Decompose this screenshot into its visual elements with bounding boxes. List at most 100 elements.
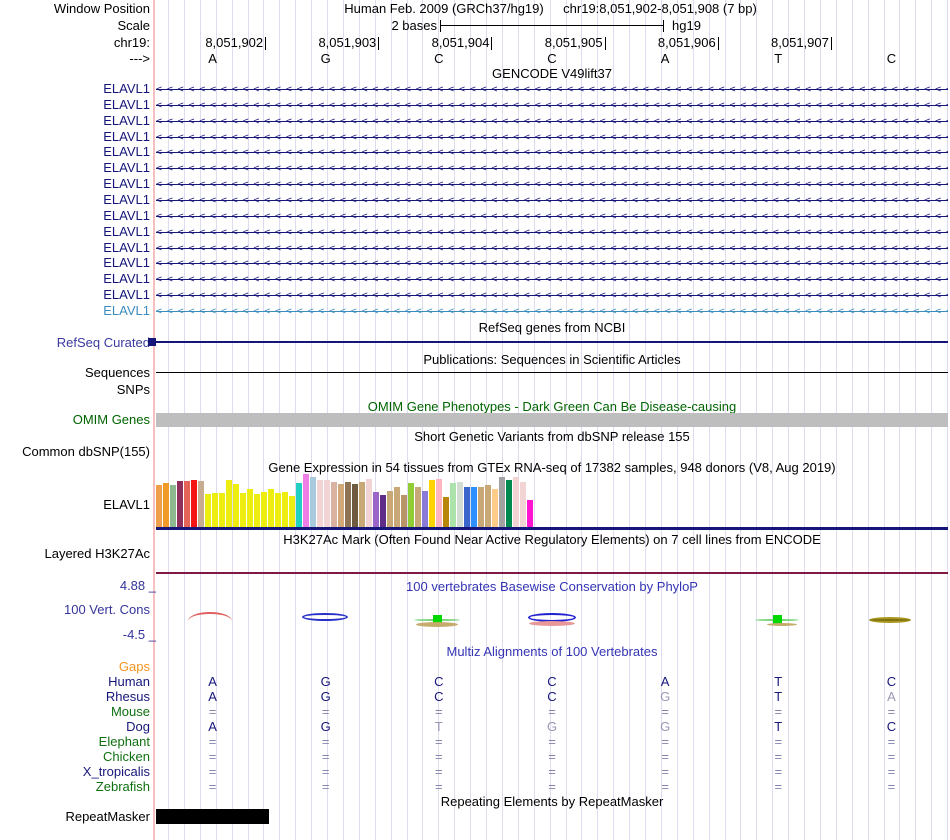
track-title-omim[interactable]: OMIM Gene Phenotypes - Dark Green Can Be… xyxy=(367,399,737,414)
refseq-curated-item[interactable] xyxy=(156,341,948,343)
gene-transcript-row[interactable]: <<<<<<<<<<<<<<<<<<<<<<<<<<<<<<<<<<<<<<<<… xyxy=(156,99,948,111)
track-title-multiz[interactable]: Multiz Alignments of 100 Vertebrates xyxy=(446,644,658,659)
species-label[interactable]: Mouse xyxy=(110,704,150,719)
track-title-refseq[interactable]: RefSeq genes from NCBI xyxy=(478,320,626,335)
conservation-glyph xyxy=(416,621,458,627)
track-label-dbsnp[interactable]: Common dbSNP(155) xyxy=(22,444,150,459)
alignment-base: = xyxy=(661,734,669,749)
alignment-base: = xyxy=(887,749,896,764)
gene-transcript-row[interactable]: <<<<<<<<<<<<<<<<<<<<<<<<<<<<<<<<<<<<<<<<… xyxy=(156,210,948,222)
gtex-bar xyxy=(492,489,498,527)
gtex-bar xyxy=(331,482,337,527)
track-label-snps[interactable]: SNPs xyxy=(116,382,150,397)
h3k27ac-baseline[interactable] xyxy=(156,572,948,574)
gtex-bar xyxy=(394,487,400,527)
track-label-gtex-gene[interactable]: ELAVL1 xyxy=(103,497,150,512)
alignment-base: A xyxy=(208,674,217,689)
alignment-base: C xyxy=(547,674,557,689)
gtex-bar xyxy=(429,480,435,527)
track-label-repeatmasker[interactable]: RepeatMasker xyxy=(65,809,150,824)
gene-transcript-row[interactable]: <<<<<<<<<<<<<<<<<<<<<<<<<<<<<<<<<<<<<<<<… xyxy=(156,84,948,95)
track-label-h3k27ac[interactable]: Layered H3K27Ac xyxy=(44,546,150,561)
alignment-base: T xyxy=(434,719,443,734)
species-label[interactable]: X_tropicalis xyxy=(82,764,150,779)
gene-label[interactable]: ELAVL1 xyxy=(103,287,150,303)
gtex-bar xyxy=(457,482,463,527)
alignment-base: C xyxy=(886,719,897,734)
gtex-bar xyxy=(499,477,505,527)
publications-item[interactable] xyxy=(156,372,948,373)
species-label[interactable]: Rhesus xyxy=(105,689,150,704)
omim-genes-bar[interactable] xyxy=(156,413,948,427)
gene-label[interactable]: ELAVL1 xyxy=(103,255,150,271)
gtex-bar xyxy=(352,484,358,527)
species-label[interactable]: Chicken xyxy=(103,749,150,764)
gene-label[interactable]: ELAVL1 xyxy=(103,191,150,207)
gene-transcript-row[interactable]: <<<<<<<<<<<<<<<<<<<<<<<<<<<<<<<<<<<<<<<<… xyxy=(156,242,948,254)
track-title-gencode[interactable]: GENCODE V49lift37 xyxy=(492,66,612,81)
track-title-dbsnp[interactable]: Short Genetic Variants from dbSNP releas… xyxy=(414,429,690,444)
species-label[interactable]: Dog xyxy=(126,719,150,734)
gene-label[interactable]: ELAVL1 xyxy=(103,207,150,223)
gene-transcript-row[interactable]: <<<<<<<<<<<<<<<<<<<<<<<<<<<<<<<<<<<<<<<<… xyxy=(156,305,948,317)
alignment-base: = xyxy=(774,749,783,764)
species-label[interactable]: Elephant xyxy=(98,734,150,749)
alignment-base: A xyxy=(887,689,896,704)
gene-transcript-row[interactable]: <<<<<<<<<<<<<<<<<<<<<<<<<<<<<<<<<<<<<<<<… xyxy=(156,226,948,238)
conservation-glyph xyxy=(869,619,911,621)
gene-label[interactable]: ELAVL1 xyxy=(103,271,150,287)
refseq-left-marker xyxy=(148,338,156,346)
gene-transcript-row[interactable]: <<<<<<<<<<<<<<<<<<<<<<<<<<<<<<<<<<<<<<<<… xyxy=(156,274,948,286)
track-label-conservation[interactable]: 100 Vert. Cons xyxy=(64,602,150,617)
window-position-label: Window Position xyxy=(53,1,150,16)
conservation-glyph xyxy=(302,613,348,621)
track-title-publications[interactable]: Publications: Sequences in Scientific Ar… xyxy=(423,352,681,367)
gene-transcript-row[interactable]: <<<<<<<<<<<<<<<<<<<<<<<<<<<<<<<<<<<<<<<<… xyxy=(156,290,948,302)
assembly-title: Human Feb. 2009 (GRCh37/hg19) xyxy=(344,1,544,16)
species-label[interactable]: Zebrafish xyxy=(95,779,150,794)
track-title-conservation[interactable]: 100 vertebrates Basewise Conservation by… xyxy=(406,579,698,594)
alignment-base: = xyxy=(321,734,330,749)
gene-label[interactable]: ELAVL1 xyxy=(103,160,150,176)
track-label-omim-genes[interactable]: OMIM Genes xyxy=(72,412,150,427)
alignment-base: = xyxy=(774,704,783,719)
track-label-refseq-curated[interactable]: RefSeq Curated xyxy=(56,335,150,350)
gene-transcript-row[interactable]: <<<<<<<<<<<<<<<<<<<<<<<<<<<<<<<<<<<<<<<<… xyxy=(156,258,948,270)
repeat-element-box[interactable] xyxy=(156,809,269,824)
gene-label[interactable]: ELAVL1 xyxy=(103,128,150,144)
gene-label[interactable]: ELAVL1 xyxy=(103,239,150,255)
alignment-base: C xyxy=(547,689,557,704)
gene-transcript-row[interactable]: <<<<<<<<<<<<<<<<<<<<<<<<<<<<<<<<<<<<<<<<… xyxy=(156,179,948,191)
gtex-bar xyxy=(212,493,218,527)
track-title-gtex[interactable]: Gene Expression in 54 tissues from GTEx … xyxy=(268,460,836,475)
gene-label[interactable]: ELAVL1 xyxy=(103,223,150,239)
alignment-base: G xyxy=(320,719,331,734)
track-label-gaps[interactable]: Gaps xyxy=(118,659,150,674)
ruler-base: C xyxy=(434,51,444,66)
gene-transcript-row[interactable]: <<<<<<<<<<<<<<<<<<<<<<<<<<<<<<<<<<<<<<<<… xyxy=(156,163,948,175)
track-title-h3k27ac[interactable]: H3K27Ac Mark (Often Found Near Active Re… xyxy=(283,532,821,547)
alignment-base: A xyxy=(208,719,217,734)
scale-bar xyxy=(440,20,664,32)
track-title-repeatmasker[interactable]: Repeating Elements by RepeatMasker xyxy=(440,794,664,809)
gene-label[interactable]: ELAVL1 xyxy=(103,81,150,96)
gene-label[interactable]: ELAVL1 xyxy=(103,302,150,318)
alignment-base: = xyxy=(435,764,443,779)
gene-label[interactable]: ELAVL1 xyxy=(103,176,150,192)
gtex-bar xyxy=(275,493,281,527)
gene-transcript-row[interactable]: <<<<<<<<<<<<<<<<<<<<<<<<<<<<<<<<<<<<<<<<… xyxy=(156,147,948,159)
gene-label[interactable]: ELAVL1 xyxy=(103,144,150,160)
gene-transcript-row[interactable]: <<<<<<<<<<<<<<<<<<<<<<<<<<<<<<<<<<<<<<<<… xyxy=(156,131,948,143)
scale-bar-line xyxy=(441,25,663,26)
gene-transcript-row[interactable]: <<<<<<<<<<<<<<<<<<<<<<<<<<<<<<<<<<<<<<<<… xyxy=(156,115,948,127)
species-label[interactable]: Human xyxy=(108,674,150,689)
alignment-base: = xyxy=(321,749,330,764)
gene-transcript-row[interactable]: <<<<<<<<<<<<<<<<<<<<<<<<<<<<<<<<<<<<<<<<… xyxy=(156,194,948,206)
gene-label[interactable]: ELAVL1 xyxy=(103,96,150,112)
conservation-glyph xyxy=(529,620,575,626)
gtex-bar xyxy=(485,485,491,527)
gene-label[interactable]: ELAVL1 xyxy=(103,112,150,128)
track-label-sequences[interactable]: Sequences xyxy=(84,365,150,380)
alignment-base: T xyxy=(774,719,783,734)
alignment-base: = xyxy=(208,734,217,749)
